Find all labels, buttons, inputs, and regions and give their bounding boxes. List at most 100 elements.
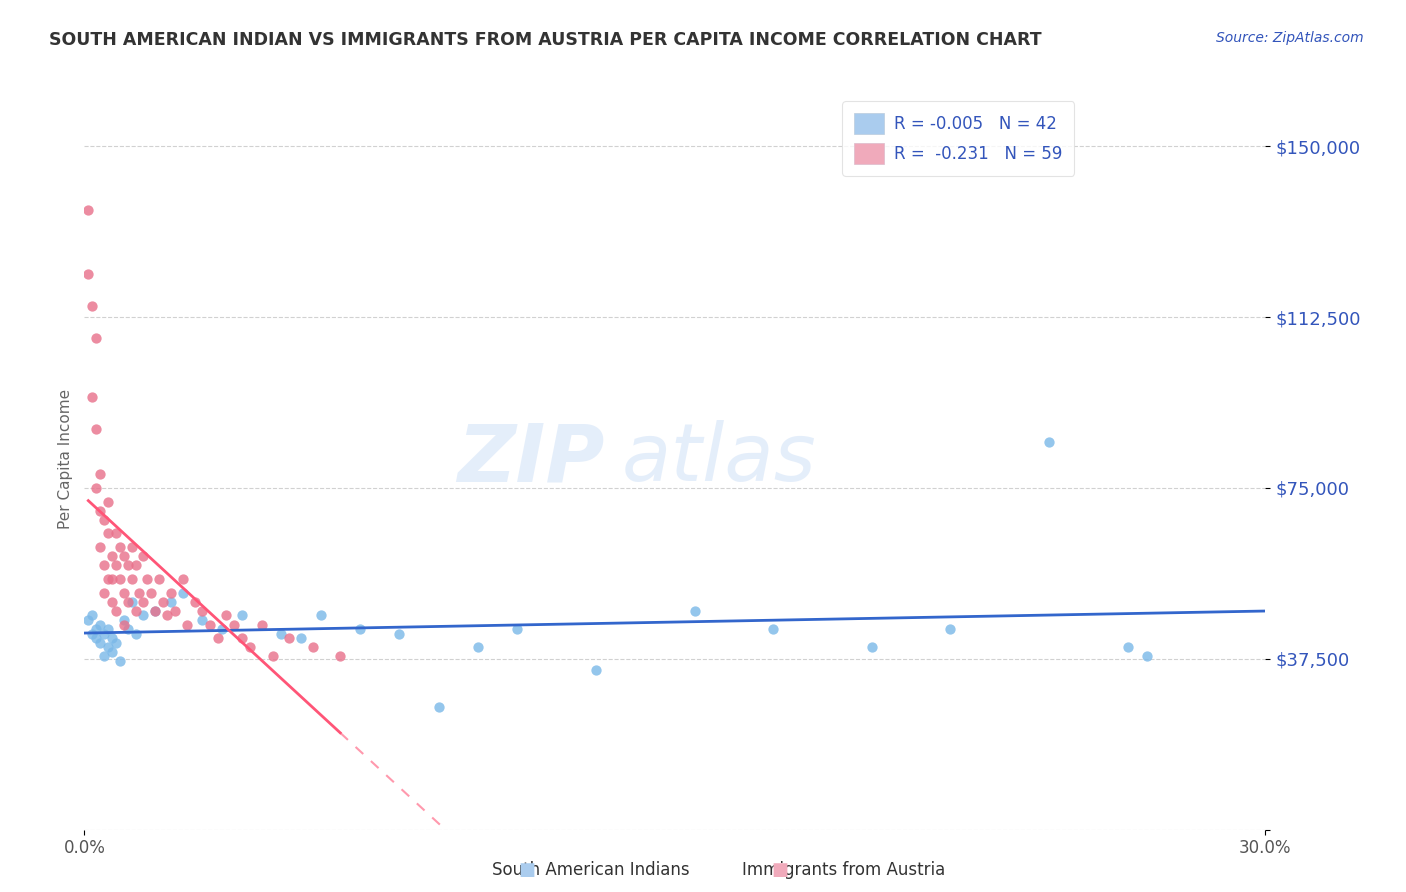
Point [77, 202, 100, 217]
Point [222, 617, 245, 632]
Point [191, 613, 214, 627]
Point [270, 626, 292, 640]
Text: ■: ■ [519, 861, 536, 879]
Point [215, 608, 238, 623]
Legend: R = -0.005   N = 42, R =  -0.231   N = 59: R = -0.005 N = 42, R = -0.231 N = 59 [842, 101, 1074, 176]
Point [200, 617, 222, 632]
Point [101, 645, 124, 659]
Point [191, 604, 214, 618]
Point [84, 330, 107, 344]
Text: ZIP: ZIP [457, 420, 605, 499]
Point [104, 526, 127, 541]
Text: Immigrants from Austria: Immigrants from Austria [742, 861, 945, 879]
Point [290, 631, 312, 645]
Point [117, 595, 139, 609]
Point [585, 663, 607, 677]
Point [101, 572, 124, 586]
Point [329, 649, 352, 664]
Point [82, 608, 104, 623]
Point [467, 640, 489, 655]
Text: South American Indians: South American Indians [492, 861, 689, 879]
Point [939, 622, 962, 636]
Text: ■: ■ [772, 861, 789, 879]
Point [124, 558, 146, 573]
Point [108, 540, 131, 554]
Point [141, 585, 163, 599]
Point [121, 595, 143, 609]
Point [1116, 640, 1139, 655]
Point [104, 604, 127, 618]
Point [148, 572, 170, 586]
Point [278, 631, 301, 645]
Point [97, 622, 120, 636]
Point [349, 622, 371, 636]
Point [172, 585, 194, 599]
Point [89, 617, 111, 632]
Point [683, 604, 706, 618]
Point [231, 631, 253, 645]
Point [121, 572, 143, 586]
Point [143, 604, 166, 618]
Point [136, 572, 159, 586]
Point [132, 608, 155, 623]
Text: Source: ZipAtlas.com: Source: ZipAtlas.com [1216, 31, 1364, 45]
Point [101, 595, 124, 609]
Point [309, 608, 332, 623]
Point [388, 626, 411, 640]
Point [84, 481, 107, 495]
Point [128, 585, 150, 599]
Point [160, 595, 183, 609]
Point [1136, 649, 1159, 664]
Point [427, 699, 450, 714]
Point [1038, 435, 1060, 450]
Point [207, 631, 229, 645]
Point [172, 572, 194, 586]
Point [152, 595, 174, 609]
Point [101, 549, 124, 564]
Text: SOUTH AMERICAN INDIAN VS IMMIGRANTS FROM AUSTRIA PER CAPITA INCOME CORRELATION C: SOUTH AMERICAN INDIAN VS IMMIGRANTS FROM… [49, 31, 1042, 49]
Point [108, 654, 131, 668]
Point [117, 558, 139, 573]
Point [124, 626, 146, 640]
Point [82, 390, 104, 404]
Point [239, 640, 262, 655]
Point [77, 267, 100, 281]
Point [84, 622, 107, 636]
Point [82, 626, 104, 640]
Point [84, 631, 107, 645]
Point [143, 604, 166, 618]
Point [762, 622, 785, 636]
Point [108, 572, 131, 586]
Point [211, 622, 233, 636]
Point [101, 631, 124, 645]
Point [176, 617, 198, 632]
Point [860, 640, 883, 655]
Point [132, 595, 155, 609]
Point [132, 549, 155, 564]
Point [301, 640, 323, 655]
Point [89, 540, 111, 554]
Point [89, 503, 111, 517]
Point [93, 513, 115, 527]
Point [84, 422, 107, 436]
Point [93, 649, 115, 664]
Point [82, 299, 104, 313]
Text: atlas: atlas [621, 420, 817, 499]
Point [97, 494, 120, 508]
Point [77, 613, 100, 627]
Point [262, 649, 284, 664]
Point [124, 604, 146, 618]
Point [163, 604, 186, 618]
Point [112, 585, 135, 599]
Point [231, 608, 253, 623]
Point [112, 613, 135, 627]
Point [97, 640, 120, 655]
Point [117, 622, 139, 636]
Point [89, 467, 111, 482]
Point [93, 585, 115, 599]
Point [93, 626, 115, 640]
Point [112, 549, 135, 564]
Point [250, 617, 273, 632]
Point [112, 617, 135, 632]
Point [160, 585, 183, 599]
